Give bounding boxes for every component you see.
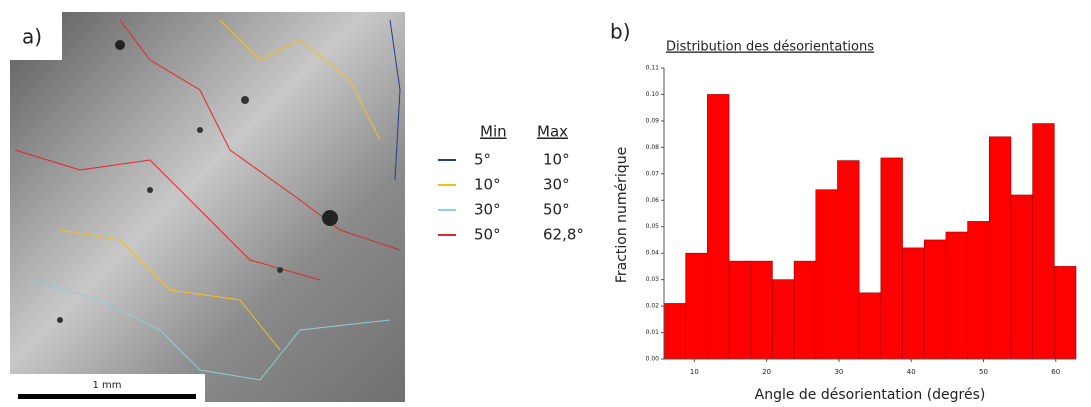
legend-min: 10°	[474, 176, 501, 194]
y-tick-label: 0.01	[646, 329, 660, 336]
legend-max: 30°	[543, 176, 570, 194]
bar	[685, 252, 708, 360]
bar	[967, 221, 990, 360]
bar	[880, 157, 903, 360]
x-tick-label: 40	[907, 368, 916, 376]
y-tick-label: 0.00	[646, 356, 660, 363]
panel-label: a)	[22, 25, 42, 49]
x-tick-label: 10	[690, 368, 699, 376]
bar	[815, 189, 838, 360]
bar	[837, 160, 860, 360]
y-tick-label: 0.07	[646, 170, 660, 177]
y-tick-label: 0.02	[646, 303, 660, 310]
legend-min: 30°	[474, 201, 501, 219]
x-tick-label: 60	[1051, 368, 1060, 376]
legend-max: 10°	[543, 151, 570, 169]
y-tick-label: 0.10	[646, 91, 660, 98]
x-tick-label: 50	[979, 368, 988, 376]
bar	[858, 292, 882, 360]
x-tick-label: 20	[762, 368, 771, 376]
bar	[1010, 194, 1033, 360]
x-axis-label: Angle de désorientation (degrés)	[755, 387, 986, 403]
y-axis-label: Fraction numérique	[614, 147, 630, 283]
y-tick-label: 0.11	[646, 65, 660, 72]
scale-bar-label: 1 mm	[92, 380, 121, 391]
bar	[663, 303, 686, 360]
bar	[750, 260, 773, 360]
x-tick-label: 30	[834, 368, 843, 376]
bar	[707, 94, 730, 360]
bar	[1032, 123, 1055, 360]
legend: Min Max 5° 10° 10° 30° 30° 50° 50° 62,8°	[438, 123, 584, 244]
legend-min: 50°	[474, 226, 501, 244]
bar	[793, 260, 817, 360]
y-tick-label: 0.03	[646, 276, 660, 283]
y-tick-label: 0.06	[646, 197, 660, 204]
chart-title: Distribution des désorientations	[666, 40, 874, 55]
legend-max: 50°	[543, 201, 570, 219]
legend-header: Min	[480, 123, 507, 141]
bar	[772, 279, 795, 360]
bar	[1054, 266, 1077, 360]
y-tick-label: 0.04	[646, 250, 660, 257]
y-tick-label: 0.08	[646, 144, 660, 151]
bar	[988, 136, 1012, 360]
y-tick-label: 0.09	[646, 117, 660, 124]
legend-min: 5°	[474, 151, 491, 169]
bar	[902, 247, 925, 360]
legend-max: 62,8°	[543, 226, 584, 244]
y-tick-label: 0.05	[646, 223, 660, 230]
bar	[945, 231, 968, 360]
bar	[923, 239, 947, 360]
bar	[728, 260, 752, 360]
legend-header: Max	[537, 123, 568, 141]
panel-label: b)	[610, 20, 631, 44]
micrograph	[10, 12, 405, 402]
